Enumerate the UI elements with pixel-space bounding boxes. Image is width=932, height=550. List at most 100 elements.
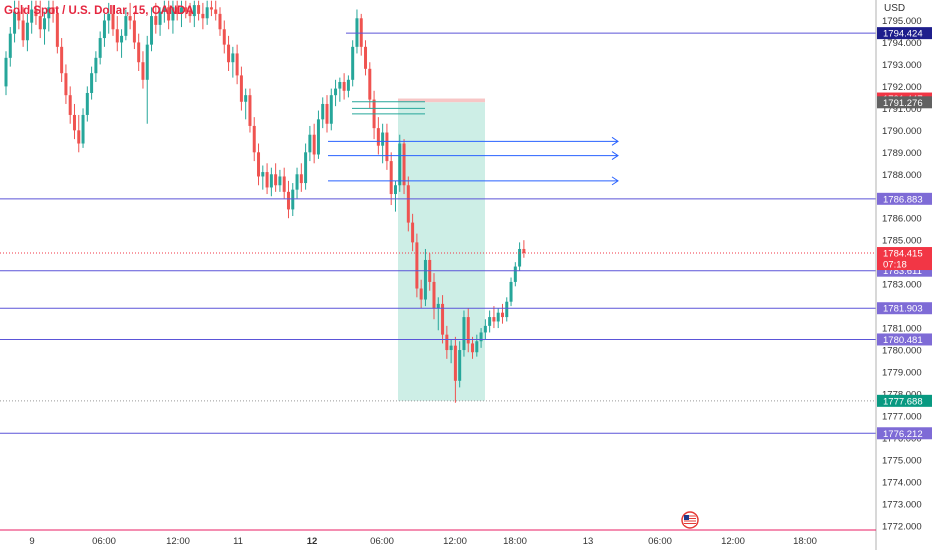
candle-body: [8, 33, 12, 58]
candle-body: [192, 5, 196, 17]
currency-label: USD: [884, 3, 906, 14]
candle-body: [479, 332, 483, 342]
candle-body: [402, 143, 406, 186]
candle-body: [483, 325, 487, 333]
candle-body: [222, 29, 226, 45]
candle-body: [496, 312, 500, 322]
candle-body: [338, 81, 342, 89]
candle-body: [346, 79, 350, 91]
candle-body: [269, 174, 273, 188]
drawings-layer: [0, 32, 876, 434]
price-badge-label: 1784.415: [883, 249, 923, 260]
ray-arrowhead: [611, 136, 619, 146]
candle-body: [201, 13, 205, 19]
time-tick-label: 18:00: [793, 536, 817, 547]
candle-body: [265, 172, 269, 188]
candle-body: [509, 281, 513, 302]
candle-body: [471, 343, 475, 353]
price-tick-label: 1775.000: [882, 455, 922, 466]
candle-body: [21, 20, 25, 41]
price-tick-label: 1788.000: [882, 170, 922, 181]
ray-arrowhead: [611, 151, 619, 161]
candle-body: [25, 22, 29, 41]
candle-body: [316, 119, 320, 155]
price-badge: [877, 27, 932, 40]
candle-body: [150, 16, 154, 45]
candle-body: [505, 301, 509, 318]
candle-body: [244, 95, 248, 102]
candle-body: [128, 16, 132, 21]
flag-field: [684, 515, 696, 525]
price-badge-label: 1776.212: [883, 429, 923, 440]
price-badge: [877, 96, 932, 109]
candle-body: [329, 95, 333, 124]
candle-body: [81, 114, 85, 144]
price-badges-layer: 1794.424 1786.883 1783.611 1781.903 1780.481…: [877, 27, 932, 440]
price-badge-label: 1781.903: [883, 304, 923, 315]
candle-body: [167, 7, 171, 21]
candle-body: [94, 57, 98, 74]
time-tick-label: 06:00: [370, 536, 394, 547]
candle-body: [60, 46, 64, 74]
candle-body: [55, 13, 59, 47]
candle-body: [411, 222, 415, 243]
time-tick-label: 06:00: [648, 536, 672, 547]
candle-body: [4, 57, 8, 87]
short-position-target-zone: [398, 102, 485, 401]
candle-body: [385, 132, 389, 162]
candle-body: [513, 266, 517, 282]
candle-body: [43, 18, 47, 30]
candle-body: [351, 46, 355, 80]
candle-body: [252, 125, 256, 153]
candle-body: [231, 53, 235, 63]
candle-body: [419, 288, 423, 300]
candle-body: [278, 176, 282, 186]
time-tick-label: 12:00: [721, 536, 745, 547]
candle-body: [436, 303, 440, 309]
candle-body: [291, 189, 295, 210]
us-flag-icon: [681, 511, 699, 529]
price-badge-label: 1780.481: [883, 335, 923, 346]
candle-body: [462, 317, 466, 351]
candle-body: [381, 132, 385, 146]
candle-body: [342, 81, 346, 91]
time-tick-label: 06:00: [92, 536, 116, 547]
candle-body: [286, 191, 290, 210]
candle-body: [295, 174, 299, 190]
candle-body: [34, 9, 38, 17]
candle-body: [209, 7, 213, 10]
short-position-stop-zone: [398, 98, 485, 103]
candle-body: [184, 7, 188, 12]
candle-body: [248, 95, 252, 126]
price-badge-label: 1791.276: [883, 98, 923, 109]
candle-body: [145, 44, 149, 80]
candle-body: [312, 134, 316, 155]
time-tick-label: 13: [583, 536, 594, 547]
candle-body: [389, 161, 393, 195]
candle-body: [124, 16, 128, 36]
price-badge: [877, 394, 932, 407]
candle-body: [492, 317, 496, 322]
candle-body: [364, 46, 368, 69]
candle-body: [334, 88, 338, 96]
candle-body: [51, 7, 55, 14]
price-tick-label: 1794.000: [882, 38, 922, 49]
candle-body: [398, 143, 402, 186]
candle-body: [475, 341, 479, 353]
candle-body: [111, 13, 115, 30]
symbol-title: Gold Spot / U.S. Dollar, 15, OANDA: [4, 5, 194, 17]
candle-body: [406, 185, 410, 223]
price-tick-label: 1790.000: [882, 126, 922, 137]
candle-body: [304, 152, 308, 184]
price-tick-label: 1786.000: [882, 214, 922, 225]
price-tick-label: 1779.000: [882, 368, 922, 379]
candle-body: [376, 128, 380, 146]
candle-body: [282, 176, 286, 192]
time-tick-label: 11: [233, 536, 243, 547]
candle-body: [432, 281, 436, 309]
candle-body: [107, 13, 111, 21]
price-badge: [877, 302, 932, 315]
candle-body: [235, 53, 239, 76]
candle-body: [141, 62, 145, 80]
